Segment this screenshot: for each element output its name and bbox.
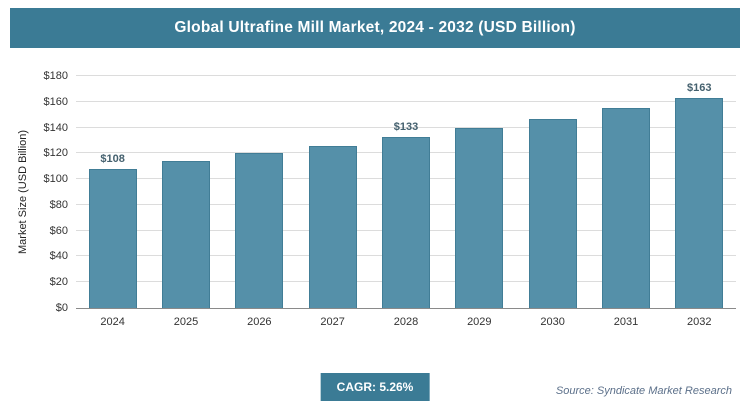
y-axis-ticks: $0 $20 $40 $60 $80 $100 $120 $140 $160 $180 bbox=[32, 70, 76, 314]
y-tick-label: $80 bbox=[49, 198, 68, 211]
bar-chart: Market Size (USD Billion) $0 $20 $40 $60 $80… bbox=[14, 70, 736, 332]
x-tick-label: 2030 bbox=[540, 316, 565, 328]
bar-2032 bbox=[675, 97, 724, 308]
y-tick-label: $60 bbox=[49, 224, 68, 237]
y-tick-label: $20 bbox=[49, 276, 68, 289]
gridline bbox=[76, 75, 736, 76]
bar-2028 bbox=[381, 136, 430, 308]
gridline bbox=[76, 126, 736, 128]
chart-title: Global Ultrafine Mill Market, 2024 - 203… bbox=[174, 19, 576, 36]
bar-column-2029 bbox=[443, 76, 516, 308]
x-tick-label: 2029 bbox=[467, 316, 492, 328]
y-tick-label: $140 bbox=[43, 121, 68, 134]
cagr-badge: CAGR: 5.26% bbox=[320, 373, 430, 401]
bar-2026 bbox=[235, 153, 284, 308]
x-tick-label: 2032 bbox=[687, 316, 712, 328]
bar-2024 bbox=[88, 168, 137, 308]
x-tick-label: 2028 bbox=[393, 316, 419, 328]
bar-value-label: $133 bbox=[393, 120, 419, 133]
bar-column-2025 bbox=[149, 76, 222, 308]
y-tick-label: $160 bbox=[43, 95, 68, 108]
x-tick-label: 2024 bbox=[100, 316, 125, 328]
chart-title-bar: Global Ultrafine Mill Market, 2024 - 203… bbox=[10, 8, 740, 48]
bars-container: $108 $133 $163 bbox=[76, 76, 736, 308]
x-tick-label: 2026 bbox=[247, 316, 272, 328]
y-tick-label: $40 bbox=[49, 250, 68, 263]
plot-area: $108 $133 $163 bbox=[76, 75, 736, 309]
source-note: Source: Syndicate Market Research bbox=[555, 385, 732, 397]
bar-column-2031 bbox=[589, 76, 662, 308]
y-tick-label: $100 bbox=[43, 173, 68, 186]
bar-2031 bbox=[601, 108, 650, 308]
bar-column-2027 bbox=[296, 76, 369, 308]
bar-2030 bbox=[528, 118, 577, 308]
y-axis-label: Market Size (USD Billion) bbox=[17, 129, 29, 255]
gridline bbox=[76, 100, 736, 102]
x-axis-ticks: 2024 2025 2026 2027 2028 2029 2030 2031 2032 bbox=[76, 316, 736, 328]
y-tick-label: $0 bbox=[55, 302, 68, 314]
y-tick-label: $180 bbox=[43, 70, 68, 82]
bar-2029 bbox=[455, 127, 504, 308]
bar-value-label: $163 bbox=[687, 81, 712, 94]
bar-2027 bbox=[308, 145, 357, 308]
plot-outer: $108 $133 $163 2024 2025 2026 2027 2028 2029 203… bbox=[76, 75, 736, 332]
bar-column-2024: $108 bbox=[76, 76, 149, 308]
y-tick-label: $120 bbox=[43, 147, 68, 160]
bar-value-label: $108 bbox=[100, 152, 125, 165]
bar-column-2028: $133 bbox=[369, 76, 442, 308]
x-tick-label: 2031 bbox=[613, 316, 639, 328]
bar-2025 bbox=[161, 161, 210, 308]
bar-column-2030 bbox=[516, 76, 589, 308]
x-tick-label: 2025 bbox=[173, 316, 199, 328]
bar-column-2026 bbox=[223, 76, 296, 308]
x-tick-label: 2027 bbox=[320, 316, 345, 328]
bar-column-2032: $163 bbox=[663, 76, 736, 308]
